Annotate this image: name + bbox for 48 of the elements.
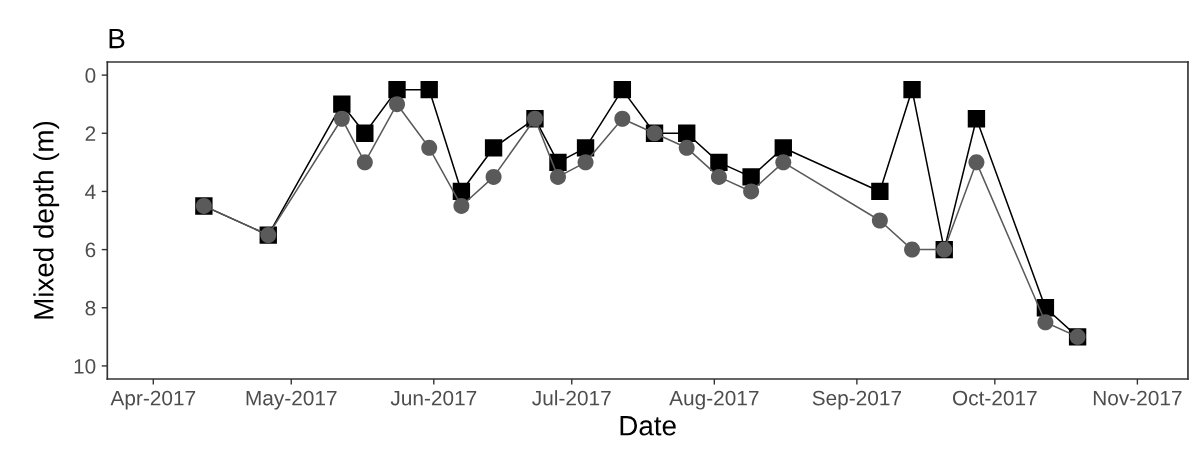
point bbox=[967, 110, 986, 128]
point bbox=[775, 154, 792, 171]
y-tick-label: 4 bbox=[85, 184, 96, 199]
point bbox=[678, 124, 696, 142]
point bbox=[389, 96, 405, 113]
point bbox=[333, 110, 350, 127]
point bbox=[903, 80, 921, 99]
point bbox=[1037, 314, 1054, 331]
y-tick-label: 6 bbox=[85, 242, 96, 258]
x-tick-label: Apr-2017 bbox=[110, 390, 196, 410]
point bbox=[774, 139, 792, 157]
point bbox=[577, 154, 594, 171]
point bbox=[871, 212, 888, 229]
y-tick-label: 2 bbox=[85, 126, 96, 141]
point bbox=[356, 154, 373, 171]
point bbox=[742, 168, 760, 186]
x-axis-title: Date bbox=[620, 416, 676, 436]
point bbox=[333, 95, 351, 113]
x-tick-label: Oct-2017 bbox=[952, 390, 1037, 406]
y-axis-title: Mixed depth (m) bbox=[33, 121, 60, 319]
point bbox=[871, 182, 889, 201]
point bbox=[388, 80, 406, 99]
point bbox=[485, 168, 502, 185]
y-tick-label: 0 bbox=[85, 68, 96, 83]
chart-title: B bbox=[109, 29, 125, 49]
x-tick-label: Sep-2017 bbox=[812, 390, 901, 410]
point bbox=[614, 110, 631, 127]
x-tick-label: May-2017 bbox=[246, 390, 337, 410]
x-tick-label: Nov-2017 bbox=[1093, 390, 1182, 406]
point bbox=[453, 197, 470, 214]
y-tick-label: 8 bbox=[85, 300, 96, 316]
point bbox=[484, 139, 503, 157]
point bbox=[576, 139, 595, 157]
point bbox=[420, 80, 438, 99]
point bbox=[710, 153, 728, 172]
point bbox=[743, 183, 760, 200]
point bbox=[421, 139, 438, 156]
x-tick-label: Jun-2017 bbox=[390, 390, 477, 406]
point bbox=[356, 124, 374, 142]
point bbox=[613, 80, 632, 99]
point bbox=[710, 168, 727, 185]
x-tick-label: Jul-2017 bbox=[532, 390, 611, 406]
point bbox=[968, 154, 985, 171]
point bbox=[549, 168, 566, 185]
point bbox=[904, 241, 921, 258]
point bbox=[678, 139, 695, 156]
x-tick-label: Aug-2017 bbox=[669, 390, 759, 410]
y-tick-label: 10 bbox=[74, 358, 96, 374]
